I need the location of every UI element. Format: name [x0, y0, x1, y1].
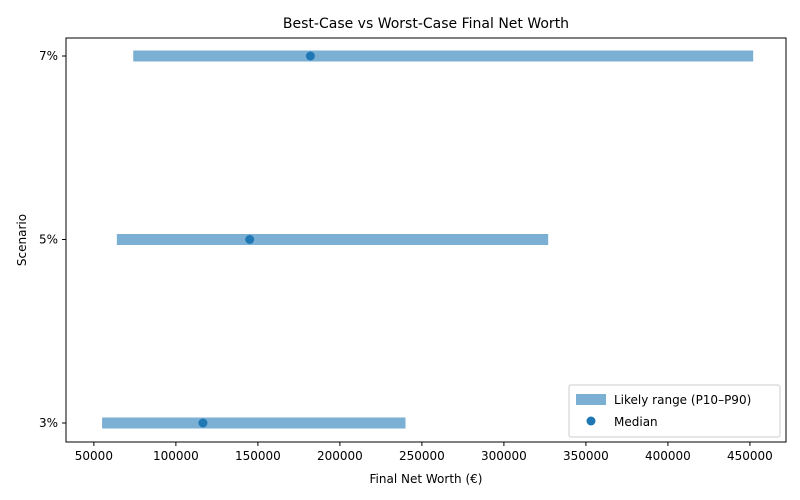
- x-tick-label: 250000: [399, 449, 445, 463]
- median-point-3pct: [198, 418, 208, 428]
- chart-title: Best-Case vs Worst-Case Final Net Worth: [283, 16, 569, 32]
- x-tick-label: 200000: [317, 449, 363, 463]
- legend-median-swatch: [586, 416, 596, 426]
- legend: Likely range (P10–P90) Median: [568, 384, 781, 438]
- range-bar-7pct: [133, 50, 754, 62]
- x-tick-label: 450000: [727, 449, 773, 463]
- y-tick-label: 7%: [39, 49, 58, 63]
- median-point-7pct: [305, 51, 315, 61]
- x-axis-label: Final Net Worth (€): [370, 472, 483, 486]
- x-tick-label: 300000: [481, 449, 527, 463]
- legend-median-label: Median: [614, 415, 658, 429]
- x-axis-ticks: 50000 100000 150000 200000 250000 300000 35000…: [75, 442, 773, 463]
- median-point-5pct: [245, 235, 255, 244]
- y-tick-label: 5%: [39, 233, 58, 247]
- y-axis-label: Scenario: [15, 214, 29, 266]
- plot-area: [102, 50, 754, 429]
- x-tick-label: 50000: [75, 449, 113, 463]
- x-tick-label: 150000: [235, 449, 281, 463]
- y-axis-ticks: 3% 5% 7%: [39, 49, 66, 430]
- legend-range-swatch: [576, 394, 606, 405]
- y-tick-label: 3%: [39, 416, 58, 430]
- x-tick-label: 100000: [153, 449, 199, 463]
- legend-box: [568, 384, 781, 438]
- range-bar-3pct: [102, 417, 406, 429]
- x-tick-label: 350000: [563, 449, 609, 463]
- legend-range-label: Likely range (P10–P90): [614, 393, 751, 407]
- range-bar-5pct: [116, 234, 549, 245]
- x-tick-label: 400000: [645, 449, 691, 463]
